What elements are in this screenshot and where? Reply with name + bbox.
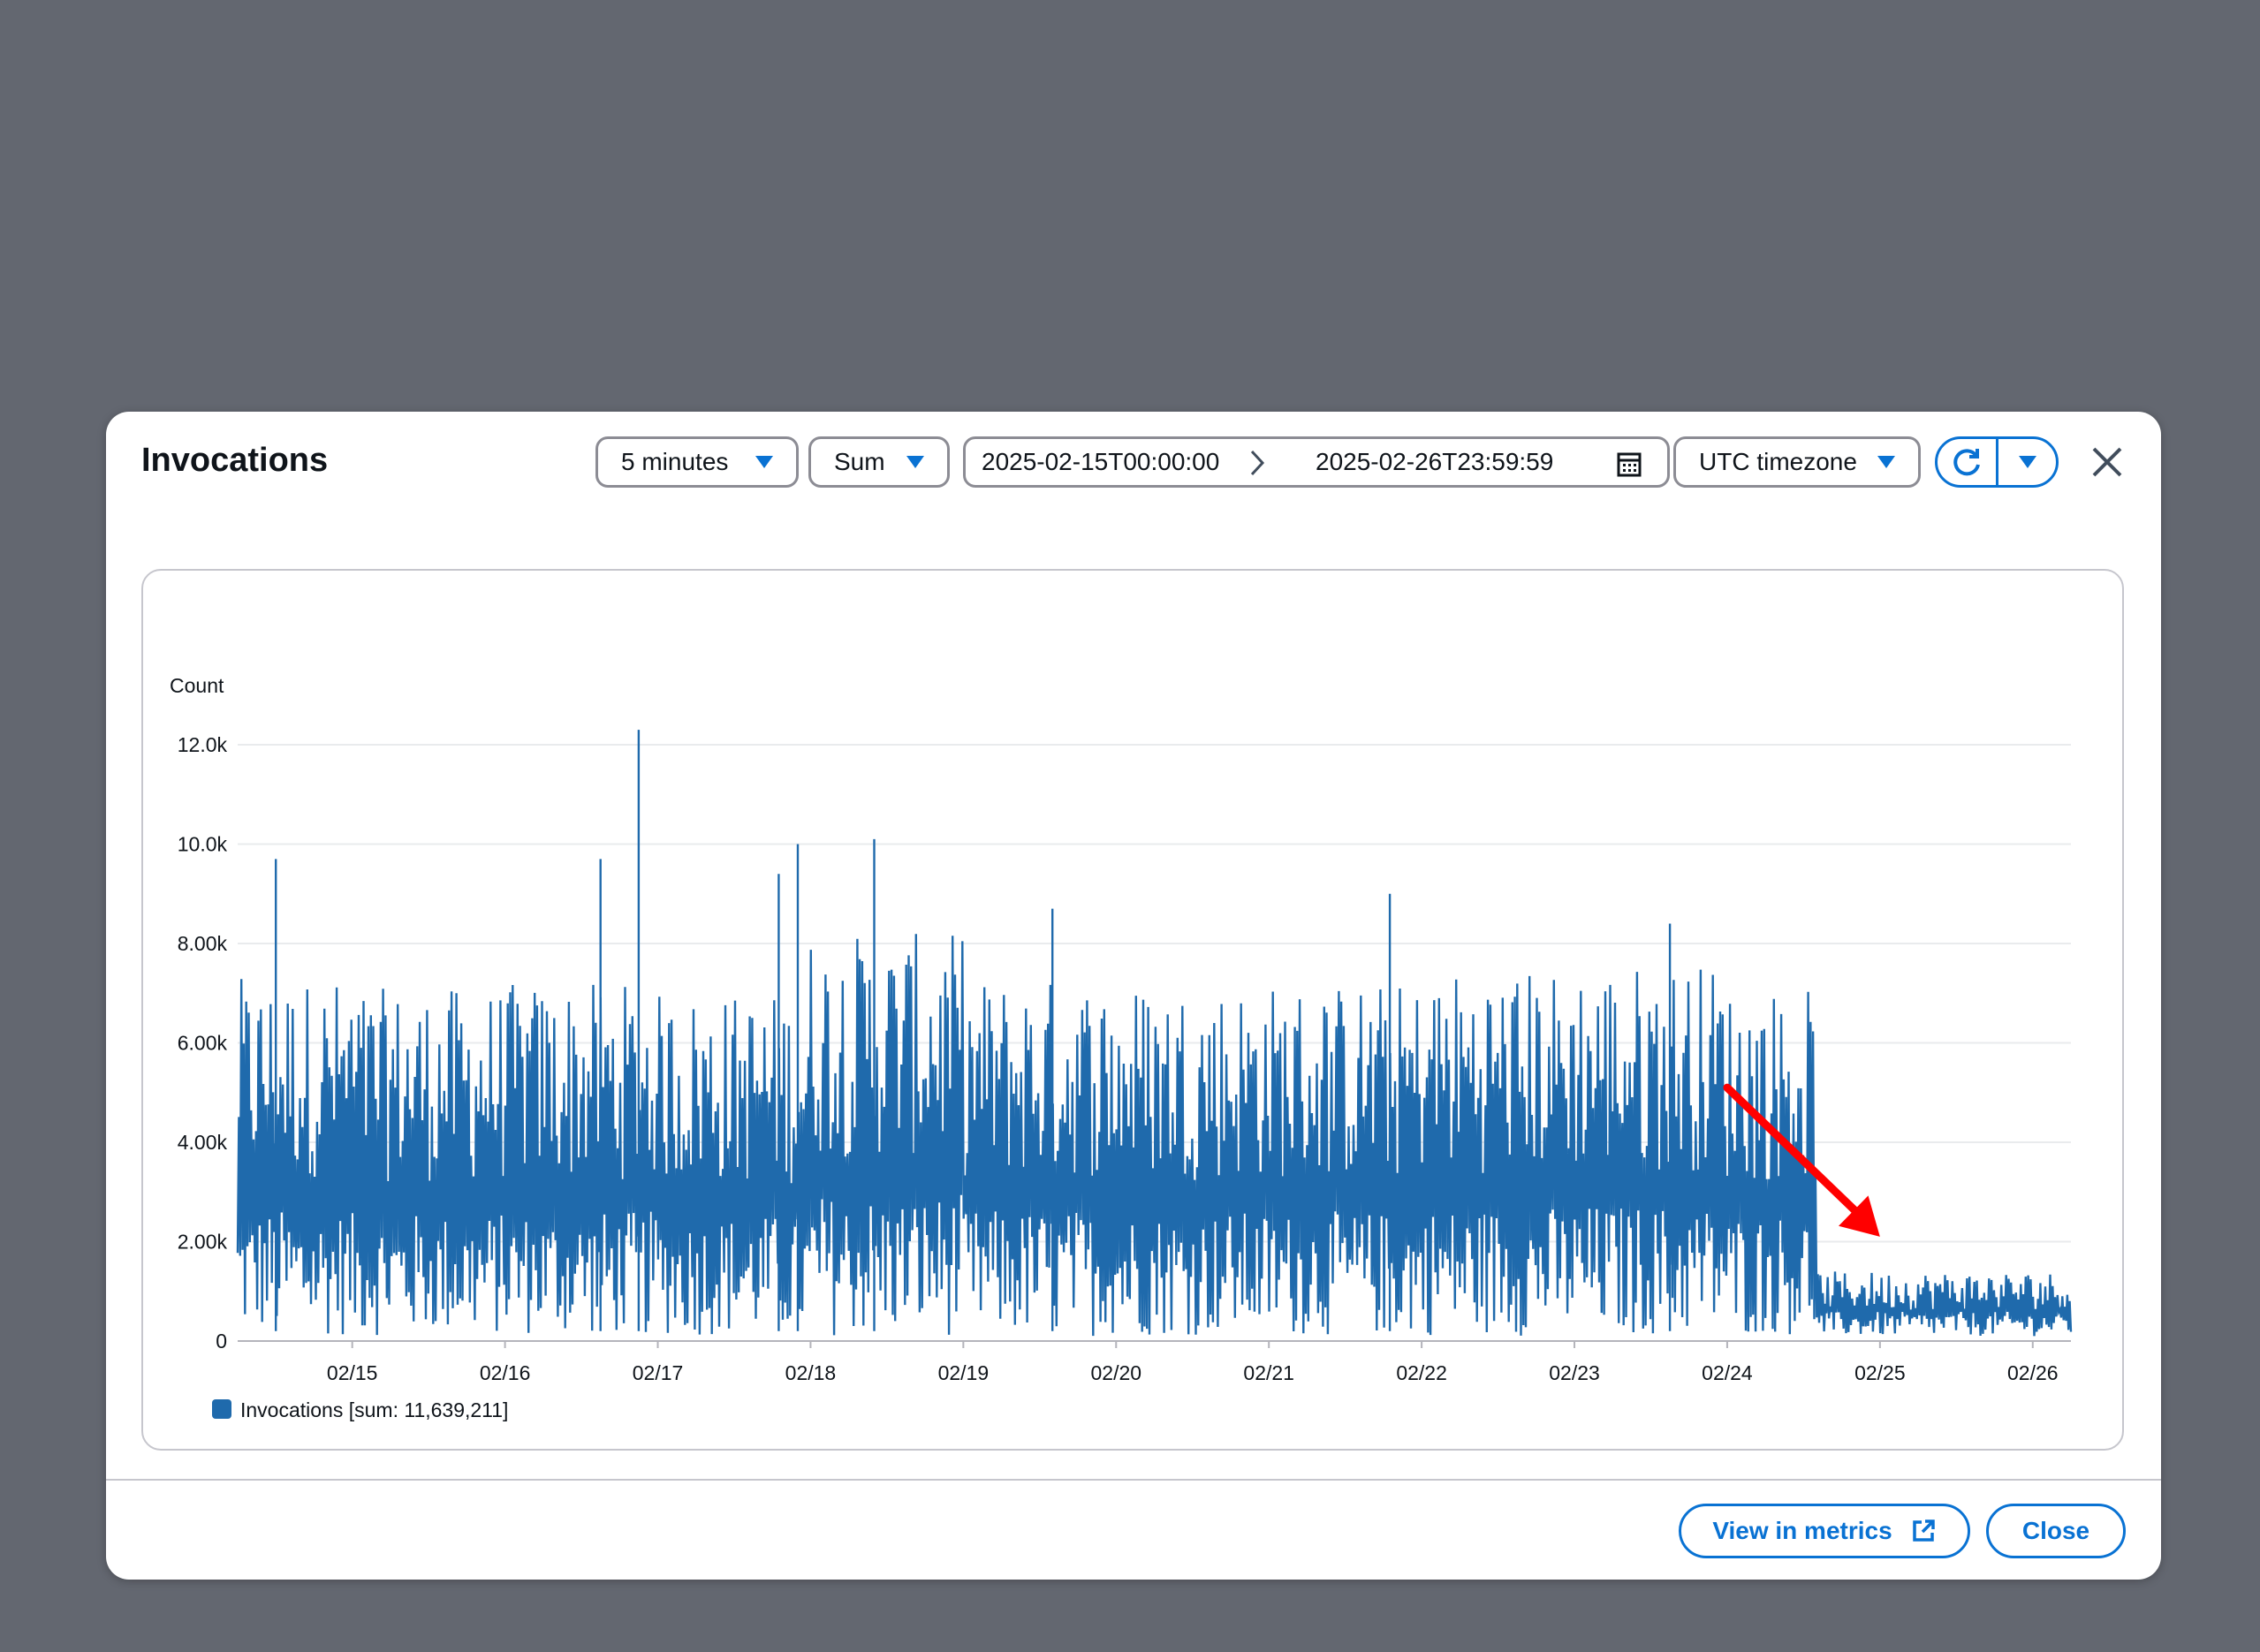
external-link-icon	[1912, 1519, 1935, 1542]
series-line-invocations	[236, 730, 2073, 1337]
refresh-button-group	[1935, 436, 2059, 488]
statistic-value: Sum	[834, 448, 885, 475]
modal-title: Invocations	[141, 442, 329, 479]
x-tick-label: 02/16	[480, 1361, 531, 1384]
y-tick-label: 10.0k	[178, 833, 228, 856]
x-tick-label: 02/19	[938, 1361, 990, 1384]
close-button[interactable]: Close	[1986, 1504, 2126, 1558]
chevron-right-icon	[1250, 450, 1265, 476]
x-tick-label: 02/22	[1396, 1361, 1447, 1384]
view-in-metrics-label: View in metrics	[1712, 1517, 1892, 1544]
x-tick-label: 02/17	[633, 1361, 684, 1384]
legend-entry: Invocations [sum: 11,639,211]	[240, 1398, 508, 1421]
y-axis-label: Count	[170, 674, 224, 697]
footer-divider	[106, 1479, 2161, 1481]
refresh-button[interactable]	[1938, 439, 1999, 485]
x-tick-label: 02/21	[1243, 1361, 1294, 1384]
y-tick-label: 8.00k	[178, 932, 228, 955]
x-axis-ticks: 02/15 02/16 02/17 02/18 02/19 02/20 02/21 02/22…	[327, 1341, 2059, 1384]
annotation-arrow-shaft	[1723, 1083, 1876, 1231]
date-range-picker[interactable]: 2025-02-15T00:00:00 2025-02-26T23:59:59	[963, 436, 1670, 488]
y-axis-ticks: 0 2.00k 4.00k 6.00k 8.00k 10.0k 12.0k	[178, 733, 228, 1353]
date-start: 2025-02-15T00:00:00	[982, 448, 1220, 475]
chart-annotations	[1723, 1083, 1880, 1237]
y-tick-label: 4.00k	[178, 1131, 228, 1154]
close-icon[interactable]	[2087, 442, 2127, 482]
caret-down-icon	[755, 456, 773, 468]
calendar-icon[interactable]	[1616, 451, 1642, 478]
metric-modal: Invocations 5 minutes Sum 2025-02-15T00:…	[106, 412, 2161, 1580]
y-tick-label: 6.00k	[178, 1032, 228, 1055]
chart-container: 0 2.00k 4.00k 6.00k 8.00k 10.0k 12.0k Count 02…	[141, 569, 2124, 1451]
caret-down-icon	[906, 456, 924, 468]
view-in-metrics-button[interactable]: View in metrics	[1679, 1504, 1970, 1558]
caret-down-icon	[2018, 456, 2036, 468]
x-tick-label: 02/26	[2007, 1361, 2059, 1384]
annotation-arrow-head	[1839, 1195, 1880, 1237]
y-tick-label: 12.0k	[178, 733, 228, 756]
date-end: 2025-02-26T23:59:59	[1316, 448, 1554, 475]
refresh-options-dropdown[interactable]	[1998, 439, 2056, 485]
caret-down-icon	[1877, 456, 1895, 468]
period-select[interactable]: 5 minutes	[595, 436, 799, 488]
y-tick-label: 0	[216, 1330, 227, 1353]
period-value: 5 minutes	[621, 448, 729, 475]
invocations-chart: 0 2.00k 4.00k 6.00k 8.00k 10.0k 12.0k Count 02…	[170, 674, 2073, 1421]
x-tick-label: 02/20	[1090, 1361, 1141, 1384]
x-tick-label: 02/24	[1702, 1361, 1753, 1384]
timezone-select[interactable]: UTC timezone	[1673, 436, 1921, 488]
x-tick-label: 02/15	[327, 1361, 378, 1384]
x-tick-label: 02/25	[1854, 1361, 1906, 1384]
series-invocations	[236, 730, 2073, 1337]
legend-swatch	[212, 1399, 231, 1419]
x-tick-label: 02/18	[785, 1361, 837, 1384]
timezone-value: UTC timezone	[1699, 448, 1857, 475]
statistic-select[interactable]: Sum	[808, 436, 950, 488]
x-tick-label: 02/23	[1549, 1361, 1600, 1384]
refresh-icon	[1953, 449, 1981, 476]
y-tick-label: 2.00k	[178, 1231, 228, 1254]
